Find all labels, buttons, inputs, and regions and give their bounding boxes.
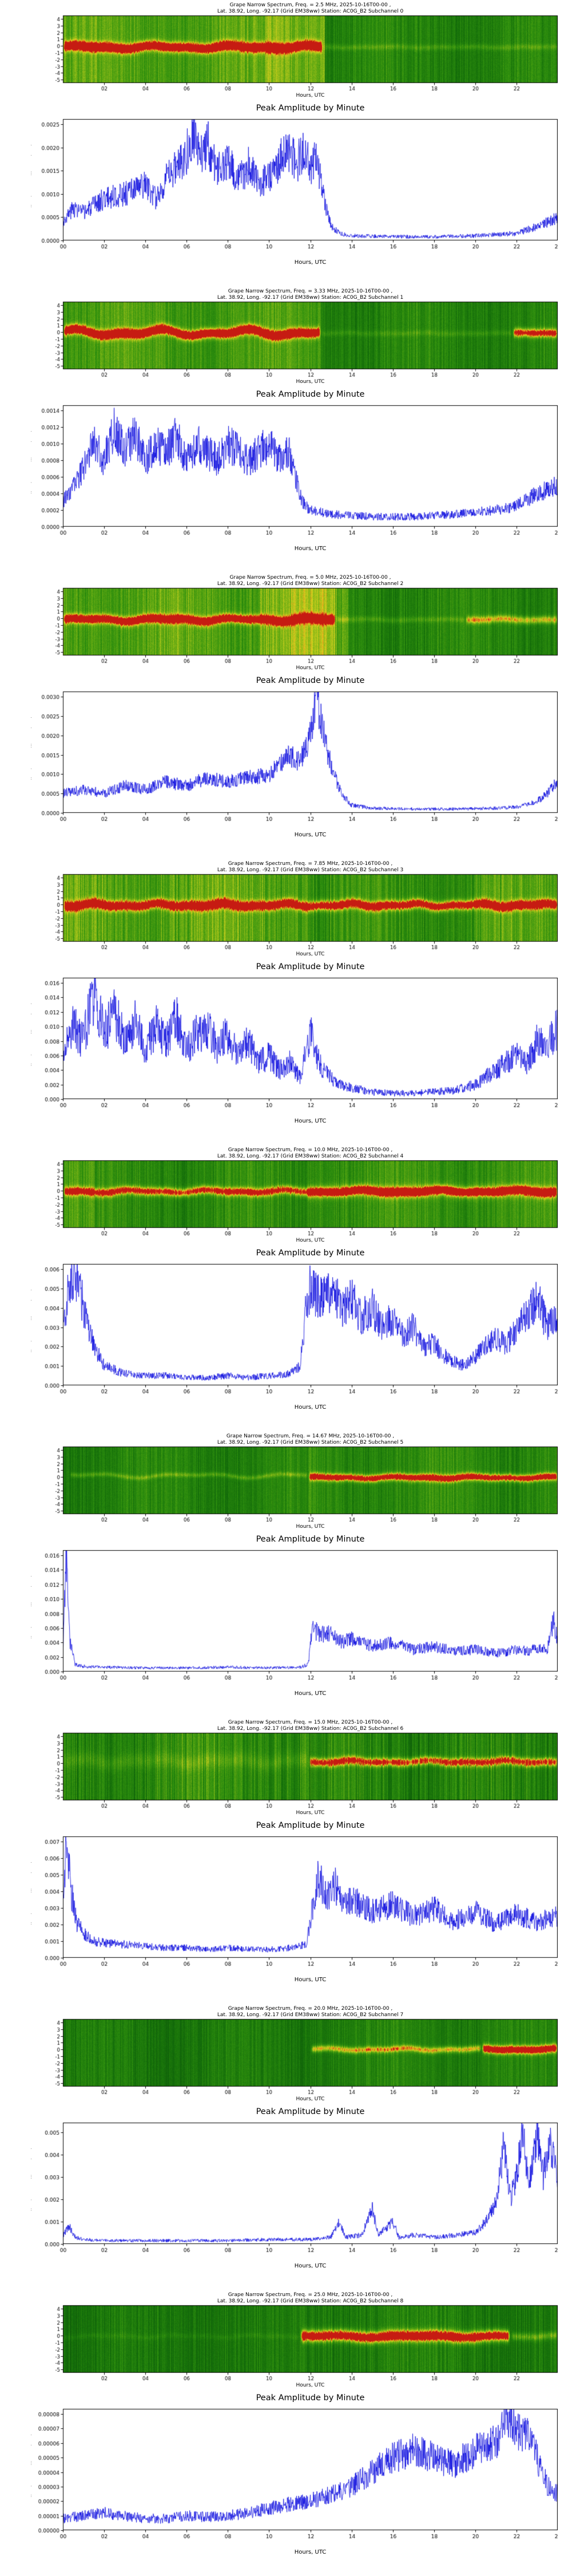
spectrogram-title-line2: Lat. 38.92, Long. -92.17 (Grid EM38ww) S… [217, 580, 404, 587]
spectrogram-title-line1: Grape Narrow Spectrum, Freq. = 2.5 MHz, … [229, 2, 391, 8]
spectrogram-title: Grape Narrow Spectrum, Freq. = 14.67 MHz… [63, 1433, 558, 1445]
spectrogram-x-axis-label: Hours, UTC [296, 379, 325, 385]
spectrogram-plot [31, 14, 558, 92]
amplitude-x-axis-label: Hours, UTC [294, 1977, 327, 1983]
subchannel-block-7: Grape Narrow Spectrum, Freq. = 20.0 MHz,… [0, 2004, 572, 2290]
amplitude-x-axis-label: Hours, UTC [294, 546, 327, 552]
amplitude-title: Peak Amplitude by Minute [256, 1821, 365, 1830]
spectrogram-title-line1: Grape Narrow Spectrum, Freq. = 20.0 MHz,… [228, 2006, 393, 2012]
spectrogram-title: Grape Narrow Spectrum, Freq. = 5.0 MHz, … [63, 575, 558, 587]
subchannel-block-4: Grape Narrow Spectrum, Freq. = 10.0 MHz,… [0, 1145, 572, 1431]
spectrogram-title-line1: Grape Narrow Spectrum, Freq. = 5.0 MHz, … [229, 575, 391, 580]
subchannel-block-8: Grape Narrow Spectrum, Freq. = 25.0 MHz,… [0, 2290, 572, 2576]
amplitude-plot [31, 1261, 558, 1404]
subchannel-block-1: Grape Narrow Spectrum, Freq. = 3.33 MHz,… [0, 286, 572, 572]
amplitude-x-axis-label: Hours, UTC [294, 2263, 327, 2269]
spectrogram-title-line2: Lat. 38.92, Long. -92.17 (Grid EM38ww) S… [217, 1439, 404, 1445]
amplitude-title: Peak Amplitude by Minute [256, 2393, 365, 2403]
amplitude-plot [31, 688, 558, 831]
amplitude-title: Peak Amplitude by Minute [256, 2107, 365, 2116]
amplitude-x-axis-label: Hours, UTC [294, 1404, 327, 1411]
spectrogram-title-line2: Lat. 38.92, Long. -92.17 (Grid EM38ww) S… [217, 1153, 404, 1159]
amplitude-title: Peak Amplitude by Minute [256, 676, 365, 685]
amplitude-title: Peak Amplitude by Minute [256, 390, 365, 399]
amplitude-title: Peak Amplitude by Minute [256, 104, 365, 113]
subchannel-block-0: Grape Narrow Spectrum, Freq. = 2.5 MHz, … [0, 0, 572, 286]
spectrogram-title-line2: Lat. 38.92, Long. -92.17 (Grid EM38ww) S… [217, 294, 404, 301]
spectrogram-x-axis-label: Hours, UTC [296, 2096, 325, 2102]
amplitude-title: Peak Amplitude by Minute [256, 1249, 365, 1258]
amplitude-x-axis-label: Hours, UTC [294, 832, 327, 838]
spectrogram-title-line2: Lat. 38.92, Long. -92.17 (Grid EM38ww) S… [217, 2012, 404, 2018]
spectrogram-title-line2: Lat. 38.92, Long. -92.17 (Grid EM38ww) S… [217, 867, 404, 873]
amplitude-plot [31, 1833, 558, 1976]
spectrogram-title-line1: Grape Narrow Spectrum, Freq. = 7.85 MHz,… [228, 861, 393, 867]
amplitude-x-axis-label: Hours, UTC [294, 1118, 327, 1124]
subchannel-block-2: Grape Narrow Spectrum, Freq. = 5.0 MHz, … [0, 572, 572, 859]
amplitude-plot [31, 402, 558, 545]
amplitude-plot [31, 116, 558, 259]
spectrogram-x-axis-label: Hours, UTC [296, 1238, 325, 1243]
spectrogram-plot [31, 1159, 558, 1237]
spectrogram-plot [31, 2304, 558, 2382]
amplitude-title: Peak Amplitude by Minute [256, 962, 365, 971]
spectrogram-x-axis-label: Hours, UTC [296, 665, 325, 671]
spectrogram-title-line2: Lat. 38.92, Long. -92.17 (Grid EM38ww) S… [217, 8, 404, 14]
spectrogram-plot [31, 1445, 558, 1523]
spectrogram-title: Grape Narrow Spectrum, Freq. = 15.0 MHz,… [63, 1720, 558, 1732]
spectrogram-title: Grape Narrow Spectrum, Freq. = 20.0 MHz,… [63, 2006, 558, 2018]
spectrogram-title: Grape Narrow Spectrum, Freq. = 10.0 MHz,… [63, 1147, 558, 1159]
spectrogram-title-line1: Grape Narrow Spectrum, Freq. = 3.33 MHz,… [228, 289, 393, 294]
amplitude-title: Peak Amplitude by Minute [256, 1535, 365, 1544]
spectrogram-title: Grape Narrow Spectrum, Freq. = 25.0 MHz,… [63, 2292, 558, 2304]
subchannel-block-3: Grape Narrow Spectrum, Freq. = 7.85 MHz,… [0, 859, 572, 1145]
subchannel-block-5: Grape Narrow Spectrum, Freq. = 14.67 MHz… [0, 1431, 572, 1717]
spectrogram-plot [31, 587, 558, 665]
subchannel-block-6: Grape Narrow Spectrum, Freq. = 15.0 MHz,… [0, 1717, 572, 2004]
spectrogram-title: Grape Narrow Spectrum, Freq. = 2.5 MHz, … [63, 2, 558, 14]
spectrogram-plot [31, 2018, 558, 2096]
spectrogram-title: Grape Narrow Spectrum, Freq. = 7.85 MHz,… [63, 861, 558, 873]
spectrogram-title-line1: Grape Narrow Spectrum, Freq. = 10.0 MHz,… [228, 1147, 393, 1153]
spectrogram-plot [31, 873, 558, 951]
amplitude-x-axis-label: Hours, UTC [294, 1690, 327, 1697]
spectrogram-title-line2: Lat. 38.92, Long. -92.17 (Grid EM38ww) S… [217, 1725, 404, 1732]
spectrogram-title-line1: Grape Narrow Spectrum, Freq. = 14.67 MHz… [226, 1433, 395, 1439]
spectrogram-x-axis-label: Hours, UTC [296, 1810, 325, 1816]
spectrogram-title-line2: Lat. 38.92, Long. -92.17 (Grid EM38ww) S… [217, 2298, 404, 2304]
spectrogram-title-line1: Grape Narrow Spectrum, Freq. = 25.0 MHz,… [228, 2292, 393, 2298]
spectrogram-title-line1: Grape Narrow Spectrum, Freq. = 15.0 MHz,… [228, 1720, 393, 1725]
amplitude-x-axis-label: Hours, UTC [294, 259, 327, 266]
spectrogram-x-axis-label: Hours, UTC [296, 1524, 325, 1530]
amplitude-plot [31, 2405, 558, 2549]
amplitude-plot [31, 2119, 558, 2262]
spectrogram-title: Grape Narrow Spectrum, Freq. = 3.33 MHz,… [63, 289, 558, 301]
spectrogram-plot [31, 301, 558, 378]
spectrogram-x-axis-label: Hours, UTC [296, 951, 325, 957]
amplitude-plot [31, 974, 558, 1117]
amplitude-plot [31, 1547, 558, 1690]
spectrogram-plot [31, 1732, 558, 1809]
amplitude-x-axis-label: Hours, UTC [294, 2549, 327, 2555]
spectrogram-x-axis-label: Hours, UTC [296, 2383, 325, 2388]
spectrogram-x-axis-label: Hours, UTC [296, 93, 325, 98]
